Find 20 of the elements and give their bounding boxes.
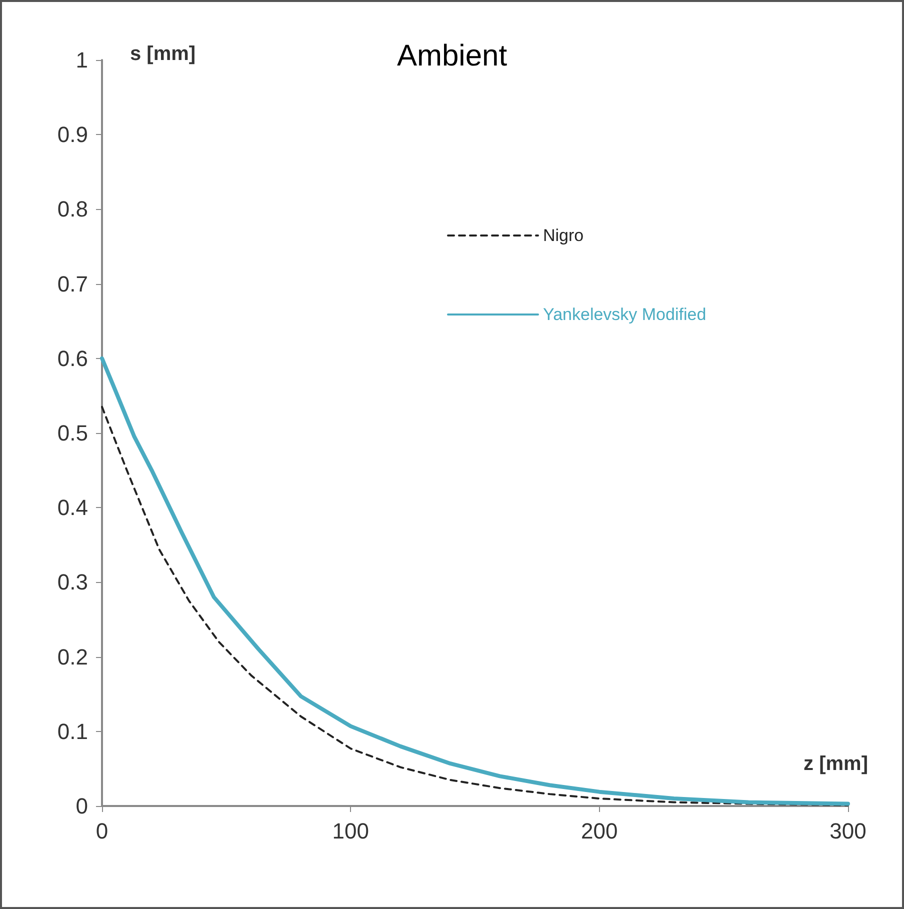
x-tick-label: 0 bbox=[96, 818, 108, 844]
y-tick-label: 0 bbox=[76, 794, 88, 818]
y-tick-label: 0.1 bbox=[57, 718, 88, 744]
y-tick-label: 0.6 bbox=[57, 346, 88, 371]
y-tick-label: 0.4 bbox=[57, 495, 88, 520]
text: Yankelevsky Modified bbox=[543, 305, 706, 324]
y-tick-label: 0.5 bbox=[57, 420, 88, 446]
y-tick-label: 0.3 bbox=[57, 570, 88, 595]
y-axis-title: s [mm] bbox=[130, 43, 196, 65]
y-tick-label: 1 bbox=[76, 48, 88, 72]
y-tick-label: 0.8 bbox=[57, 196, 88, 222]
x-axis-title: z [mm] bbox=[804, 753, 868, 775]
y-tick-label: 0.9 bbox=[57, 122, 88, 148]
y-tick-label: 0.2 bbox=[57, 644, 88, 670]
x-tick-label: 200 bbox=[580, 818, 618, 844]
text: Nigro bbox=[543, 226, 584, 245]
y-tick-label: 0.7 bbox=[57, 271, 88, 296]
x-tick-label: 300 bbox=[830, 818, 866, 844]
chart-title: Ambient bbox=[396, 40, 508, 72]
x-tick-label: 100 bbox=[332, 818, 370, 844]
